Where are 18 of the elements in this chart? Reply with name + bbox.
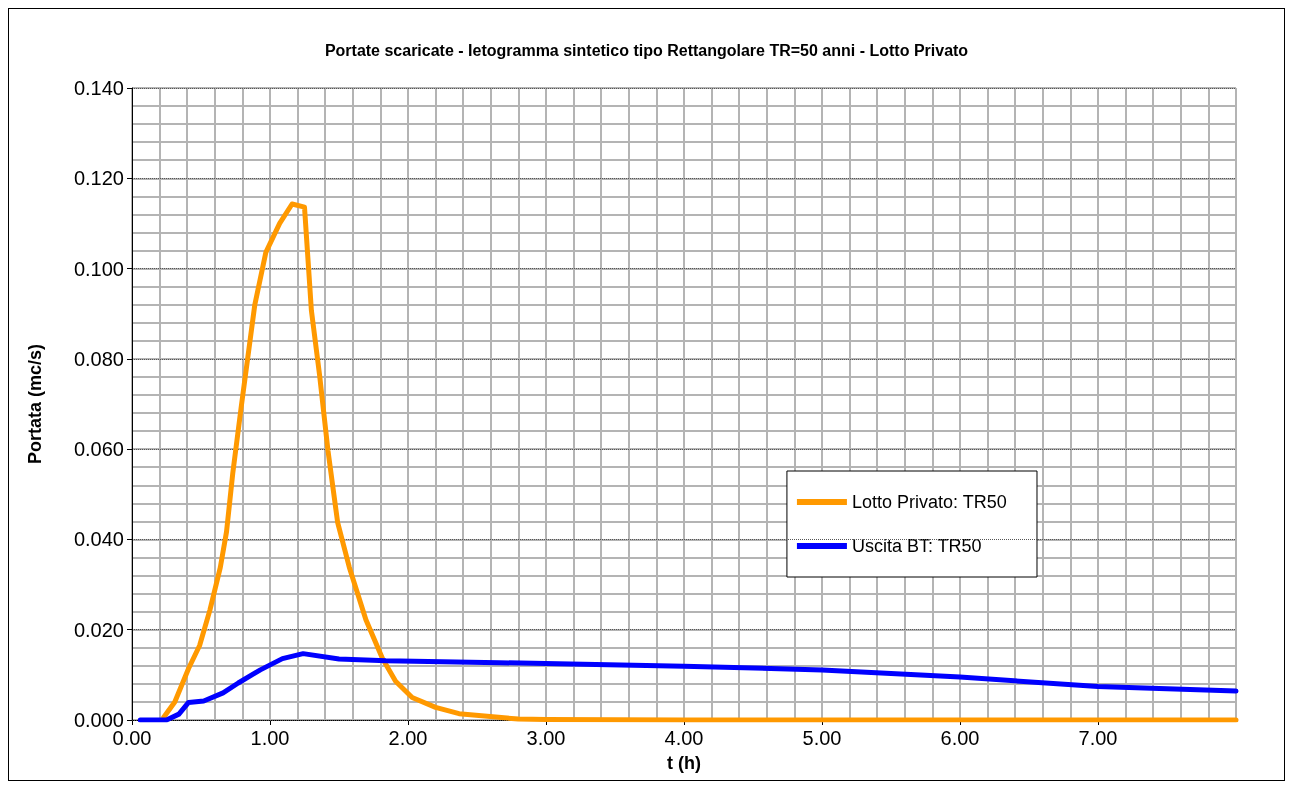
y-tick-label: 0.120 [73, 167, 124, 190]
y-tick-label: 0.080 [73, 347, 124, 370]
y-tick-label: 0.060 [73, 438, 124, 461]
y-tick-label: 0.100 [73, 257, 124, 280]
x-tick-label: 1.00 [250, 727, 290, 749]
y-tick-label: 0.040 [73, 528, 124, 551]
x-tick-label: 7.00 [1078, 727, 1118, 749]
chart-title: Portate scaricate - Ietogramma sintetico tipo Rettangolare TR=50 anni - Lotto Privato [324, 41, 969, 59]
y-tick-label: 0.020 [73, 618, 124, 641]
legend-label: Lotto Privato: TR50 [851, 492, 1007, 512]
x-tick-label: 4.00 [664, 727, 704, 749]
x-tick-label: 6.00 [940, 727, 980, 749]
x-tick-label: 5.00 [802, 727, 842, 749]
y-tick-label: 0.140 [73, 77, 124, 99]
x-axis-title: t (h) [667, 753, 701, 773]
y-axis-title: Portata (mc/s) [25, 343, 45, 465]
x-tick-label: 3.00 [526, 727, 566, 749]
x-tick-label: 2.00 [388, 727, 428, 749]
